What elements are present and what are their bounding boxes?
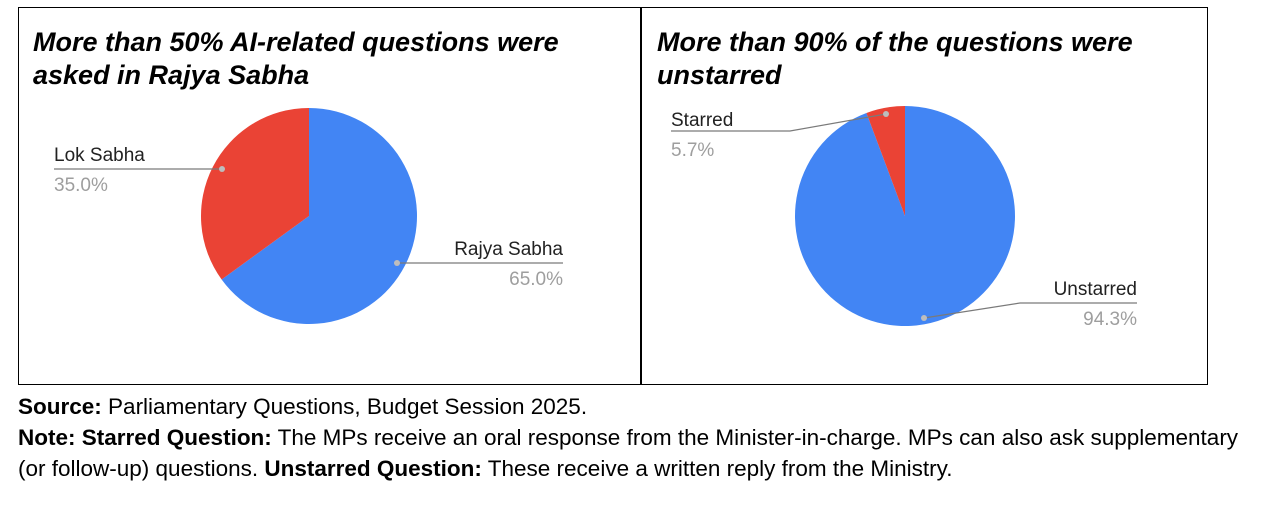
note-line: Note: Starred Question: The MPs receive … [18,422,1263,484]
source-label: Source: [18,394,102,419]
leader-line-unstarred [923,302,1137,319]
house-pie-chart: Rajya Sabha 65.0% Lok Sabha 35.0% [54,108,563,325]
pie-slice-rajya-sabha [221,108,417,325]
leader-dot-starred [883,111,889,117]
unstarred-text: These receive a written reply from the M… [487,456,953,481]
source-line: Source: Parliamentary Questions, Budget … [18,391,1263,422]
source-text: Parliamentary Questions, Budget Session … [108,394,588,419]
slice-label-unstarred: Unstarred [1054,279,1137,300]
slice-label-starred: Starred [671,110,733,131]
chart-frame [18,7,1208,385]
right-chart-title: More than 90% of the questions were unst… [657,27,1133,90]
pie-slice-lok-sabha [200,108,309,280]
leader-dot-lok-sabha [219,166,225,172]
leader-dot-unstarred [921,315,927,321]
slice-label-lok-sabha: Lok Sabha [54,145,145,166]
unstarred-label: Unstarred Question: [264,456,482,481]
slice-value-starred: 5.7% [671,140,714,161]
slice-label-rajya-sabha: Rajya Sabha [454,239,563,260]
slice-value-rajya-sabha: 65.0% [509,269,563,290]
panel-divider [640,7,642,385]
pie-slice-unstarred [794,106,1015,326]
starred-label: Starred Question: [81,425,272,450]
slice-value-lok-sabha: 35.0% [54,175,108,196]
question-type-pie-chart: Unstarred 94.3% Starred 5.7% [671,106,1137,330]
note-label: Note: [18,425,76,450]
leader-dot-rajya-sabha [394,260,400,266]
leader-line-starred [671,113,887,132]
footer-notes: Source: Parliamentary Questions, Budget … [18,391,1263,484]
slice-value-unstarred: 94.3% [1083,309,1137,330]
starred-text: The MPs receive an oral response from th… [18,425,1239,481]
left-chart-title: More than 50% AI-related questions were … [33,27,559,90]
pie-slice-starred [866,106,905,216]
